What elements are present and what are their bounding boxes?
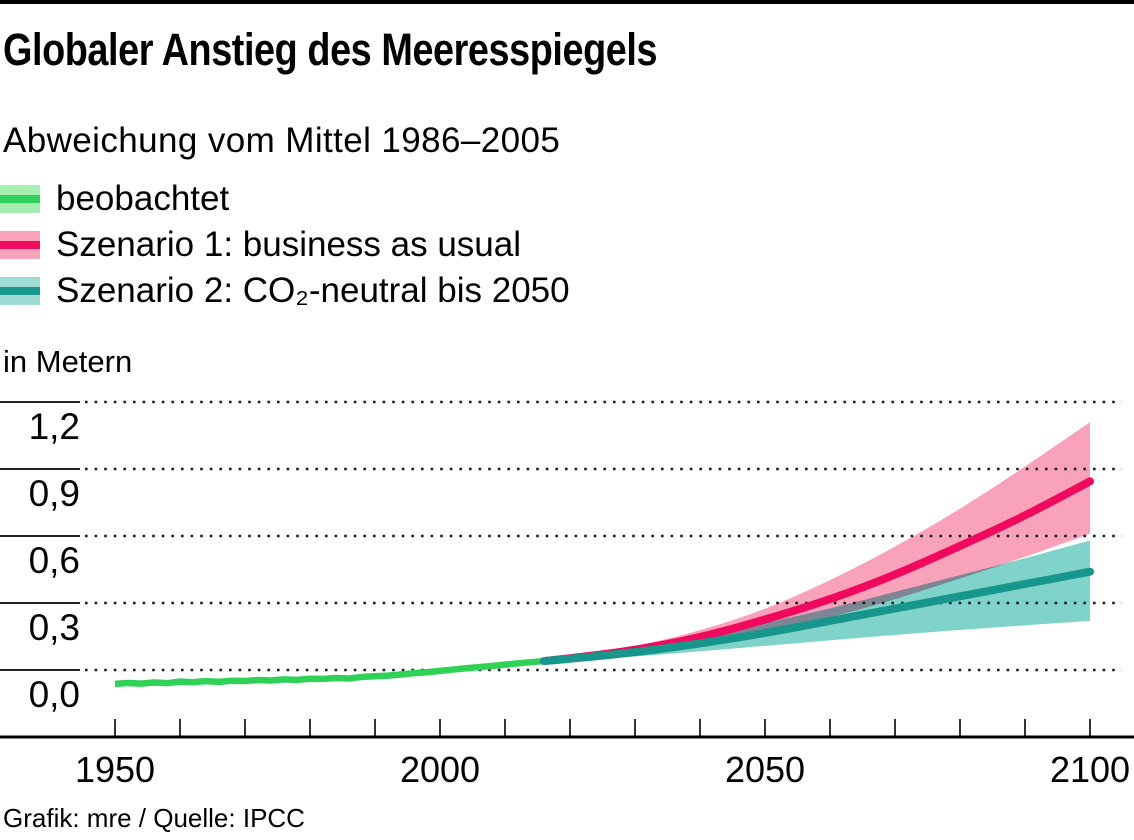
chart-title: Globaler Anstieg des Meeresspiegels — [3, 24, 658, 75]
top-rule — [0, 0, 1134, 4]
legend-item-scenario2: Szenario 2: CO₂-neutral bis 2050 — [0, 271, 570, 310]
y-tick-label: 0,6 — [28, 540, 80, 581]
legend-label: Szenario 2: CO₂-neutral bis 2050 — [56, 271, 570, 310]
legend-swatch-scenario1 — [0, 231, 40, 259]
x-tick-label: 1950 — [74, 749, 156, 790]
chart-subtitle: Abweichung vom Mittel 1986–2005 — [3, 121, 561, 160]
x-axis-line — [0, 735, 1134, 739]
y-tick-label: 0,9 — [28, 473, 80, 514]
y-tick-label: 0,0 — [28, 674, 80, 715]
legend-label: Szenario 1: business as usual — [56, 225, 521, 264]
scenario2-uncertainty-band — [544, 540, 1090, 663]
legend-swatch-observed — [0, 185, 40, 213]
legend-item-scenario1: Szenario 1: business as usual — [0, 225, 570, 264]
observed-line — [114, 657, 545, 688]
x-tick-label: 2000 — [399, 749, 481, 790]
scenario2-median-line — [540, 567, 1094, 666]
y-axis-unit-label: in Metern — [3, 344, 133, 379]
legend-swatch-line — [0, 195, 40, 203]
legend-swatch-scenario2 — [0, 277, 40, 305]
legend-label: beobachtet — [56, 179, 230, 218]
legend: beobachtet Szenario 1: business as usual S… — [0, 179, 570, 322]
y-tick-label: 0,3 — [28, 607, 80, 648]
source-credit: Grafik: mre / Quelle: IPCC — [3, 803, 305, 833]
x-tick-label: 2050 — [724, 749, 806, 790]
legend-item-observed: beobachtet — [0, 179, 570, 218]
legend-swatch-line — [0, 287, 40, 295]
legend-swatch-line — [0, 241, 40, 249]
y-tick-label: 1,2 — [28, 406, 80, 447]
x-tick-label: 2100 — [1049, 749, 1131, 790]
